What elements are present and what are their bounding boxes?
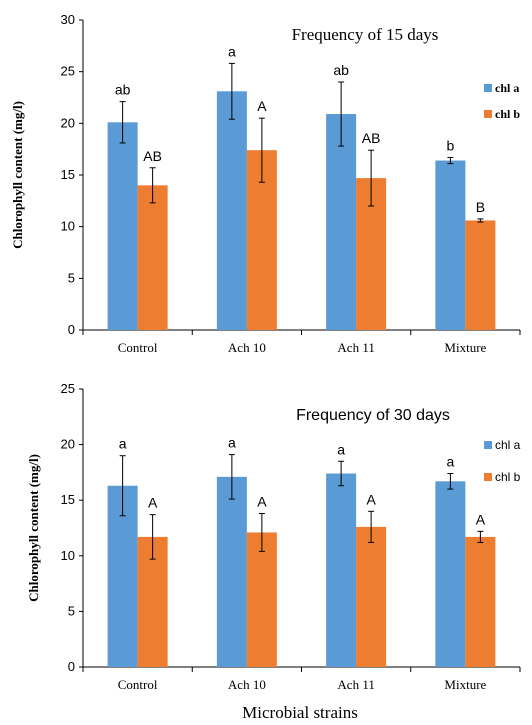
chart-title: Frequency of 15 days [292, 25, 439, 44]
significance-label: AB [362, 130, 381, 146]
significance-label: a [446, 454, 454, 470]
legend-label: chl a [495, 438, 521, 452]
y-tick-label: 10 [61, 219, 75, 234]
y-tick-label: 5 [68, 603, 75, 618]
bar-chl-a [107, 122, 138, 330]
bar-chl-a [216, 476, 247, 667]
bar-chl-b [137, 185, 168, 330]
bar-chl-b [356, 526, 387, 667]
category-label: Mixture [444, 677, 486, 692]
chart-30-days: 0 5 10 15 20 25 Control a A Ach 10 a A Ach 11 a A Mixtu… [26, 381, 521, 722]
significance-label: b [446, 137, 454, 153]
legend-swatch [484, 84, 492, 92]
significance-label: ab [333, 62, 349, 78]
significance-label: a [119, 436, 127, 452]
y-tick-label: 25 [61, 381, 75, 396]
significance-label: A [476, 511, 486, 527]
y-tick-label: 20 [61, 115, 75, 130]
bar-chl-b [465, 220, 496, 330]
bar-chl-a [435, 481, 466, 667]
legend-label: chl a [495, 81, 519, 95]
category-label: Control [118, 677, 158, 692]
category-label: Mixture [444, 340, 486, 355]
y-tick-label: 25 [61, 64, 75, 79]
chart-title: Frequency of 30 days [296, 407, 450, 424]
legend-swatch [484, 110, 492, 118]
legend-label: chl b [495, 107, 520, 121]
bar-chl-b [465, 536, 496, 667]
significance-label: A [366, 491, 376, 507]
category-label: Control [118, 340, 158, 355]
y-tick-label: 5 [68, 270, 75, 285]
significance-label: a [228, 43, 236, 59]
significance-label: AB [143, 148, 162, 164]
bar-chl-b [246, 532, 277, 667]
y-tick-label: 20 [61, 437, 75, 452]
category-label: Ach 11 [337, 340, 374, 355]
significance-label: A [148, 495, 158, 511]
y-tick-label: 10 [61, 548, 75, 563]
chart-15-days: 0 5 10 15 20 25 30 Control ab AB Ach 10 a A Ach 11 ab A… [10, 12, 521, 355]
significance-label: A [257, 494, 267, 510]
significance-label: ab [115, 82, 131, 98]
y-tick-label: 30 [61, 12, 75, 27]
category-label: Ach 11 [337, 677, 374, 692]
y-tick-label: 0 [68, 659, 75, 674]
y-tick-label: 15 [61, 167, 75, 182]
y-tick-label: 0 [68, 322, 75, 337]
significance-label: A [257, 98, 267, 114]
bar-chl-a [326, 473, 357, 667]
bar-chl-a [435, 160, 466, 330]
legend-swatch [484, 473, 492, 481]
significance-label: a [228, 435, 236, 451]
significance-label: a [337, 441, 345, 457]
y-tick-label: 15 [61, 492, 75, 507]
legend-swatch [484, 441, 492, 449]
bar-chl-a [216, 91, 247, 330]
category-label: Ach 10 [228, 677, 266, 692]
shared-x-axis-label: Microbial strains [242, 703, 358, 722]
y-axis-label: Chlorophyll content (mg/l) [26, 454, 41, 602]
category-label: Ach 10 [228, 340, 266, 355]
bar-chl-a [326, 114, 357, 331]
significance-label: B [476, 199, 485, 215]
y-axis-label: Chlorophyll content (mg/l) [10, 101, 25, 249]
legend-label: chl b [495, 470, 521, 484]
